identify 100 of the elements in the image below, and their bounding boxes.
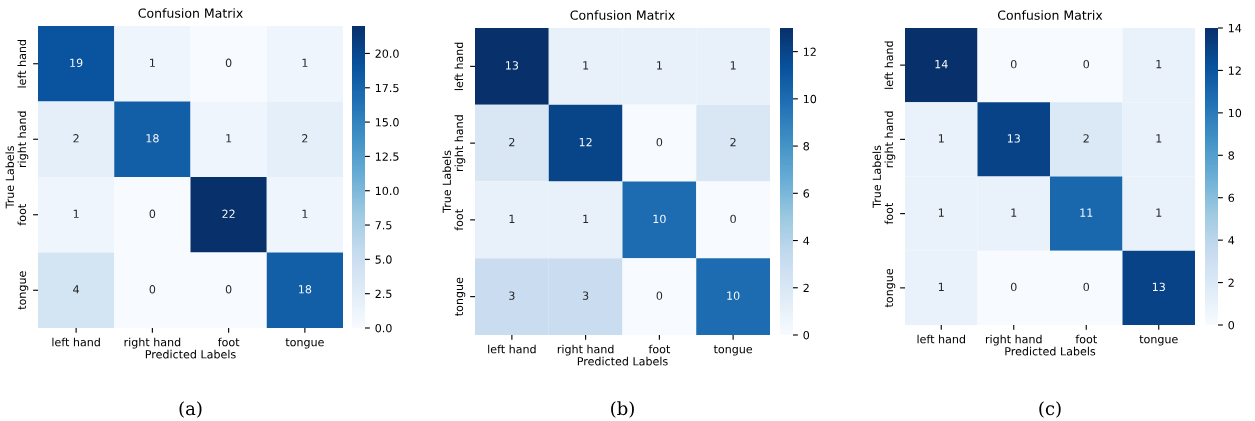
data-label: 1 [583,214,589,223]
data-label: 0 [225,285,232,294]
data-label: 0 [225,58,232,67]
text: (a) [179,401,202,418]
data-label: 0 [1010,59,1017,69]
text: (b) [611,401,634,418]
color-bar-label: 10 [803,94,817,104]
color-bar-label: 4 [1228,236,1235,245]
y-tick-label: left hand [884,41,894,89]
data-label: 1 [1156,134,1162,143]
x-tick-label: left hand [52,337,100,347]
data-label: 0 [656,291,663,300]
data-label: 0 [149,209,156,218]
color-bar-label: 2 [1228,278,1234,287]
color-bar-label: 0 [803,330,810,340]
color-bar-label: 12 [1228,66,1241,75]
data-label: 13 [1152,282,1165,292]
y-tick-label: left hand [17,40,27,88]
color-bar-label: 12.5 [375,152,399,161]
color-bar-label: 6 [803,189,810,198]
data-label: 1 [1011,208,1017,217]
data-label: 1 [583,61,589,70]
color-bar-label: 7.5 [375,221,392,230]
data-label: 4 [73,285,80,294]
color-bar-label: 20.0 [375,49,399,58]
x-tick-label: right hand [124,337,181,349]
data-label: 0 [656,137,663,147]
x-tick-label: right hand [985,334,1042,346]
data-label: 0 [730,214,736,224]
data-label: 0 [1083,59,1090,69]
data-label: 1 [509,214,515,223]
y-tick-label: right hand [454,115,466,171]
data-label: 1 [938,134,944,143]
data-label: 22 [222,209,235,218]
data-label: 14 [935,60,948,69]
color-bar-label: 6 [1228,193,1235,203]
data-label: 1 [730,61,736,70]
data-label: 0 [1083,282,1090,292]
data-label: 3 [509,291,515,300]
data-label: 2 [302,134,308,143]
data-label: 1 [1156,208,1162,217]
data-label: 1 [302,58,308,67]
color-bar-label: 10.0 [375,186,399,196]
data-label: 2 [730,137,736,147]
x-tick-label: foot [648,344,671,354]
data-label: 19 [70,58,83,67]
data-label: 1 [938,208,944,217]
data-label: 1 [938,282,944,291]
data-label: 0 [1010,282,1017,292]
x-axis-title: Predicted Labels [1005,346,1096,356]
x-tick-label: foot [1075,334,1097,344]
y-axis-title: True Labels [5,146,14,209]
y-tick-label: tongue [885,268,896,308]
text: (c) [1039,401,1061,418]
color-bar-label: 10 [1228,108,1242,118]
x-tick-label: right hand [557,344,614,356]
data-label: 1 [73,209,79,218]
data-label: 1 [226,134,232,143]
chart-title: Confusion Matrix [570,10,675,20]
color-bar-label: 0 [1228,320,1235,330]
y-tick-label: foot [454,209,464,231]
data-label: 1 [302,209,308,218]
color-bar-label: 8 [1228,151,1235,160]
x-axis-title: Predicted Labels [145,349,236,359]
y-tick-label: foot [884,202,894,225]
x-tick-label: foot [217,337,240,347]
y-tick-label: foot [17,204,27,226]
data-label: 0 [149,285,156,294]
color-bar-label: 4 [803,236,810,245]
chart-title: Confusion Matrix [138,8,243,18]
data-label: 1 [150,58,155,67]
color-bar-label: 15.0 [375,118,399,127]
x-tick-label: tongue [1139,335,1178,346]
color-bar-label: 5.0 [375,255,392,264]
data-label: 18 [146,134,159,143]
color-bar-label: 17.5 [375,83,399,93]
x-tick-label: left hand [488,344,536,354]
y-tick-label: left hand [454,42,464,91]
x-axis-title: Predicted Labels [577,356,668,366]
color-bar-label: 8 [803,142,810,151]
data-label: 18 [299,285,312,294]
x-tick-label: left hand [917,334,965,344]
y-tick-label: right hand [884,111,896,168]
data-label: 11 [1080,208,1093,217]
data-label: 10 [653,214,666,224]
data-label: 2 [73,134,79,143]
data-label: 10 [727,291,740,300]
y-axis-title: True Labels [442,150,451,213]
y-tick-label: right hand [17,111,29,168]
color-bar-label: 0.0 [375,323,392,333]
color-bar-label: 2.5 [375,289,392,299]
data-label: 1 [657,61,662,70]
data-label: 1 [1156,60,1162,69]
data-label: 13 [1007,134,1020,143]
x-tick-label: tongue [285,338,324,349]
data-label: 3 [582,291,589,300]
data-label: 2 [509,137,515,147]
x-tick-label: tongue [713,345,753,356]
y-tick-label: tongue [455,277,466,316]
color-bar-label: 2 [803,283,809,292]
